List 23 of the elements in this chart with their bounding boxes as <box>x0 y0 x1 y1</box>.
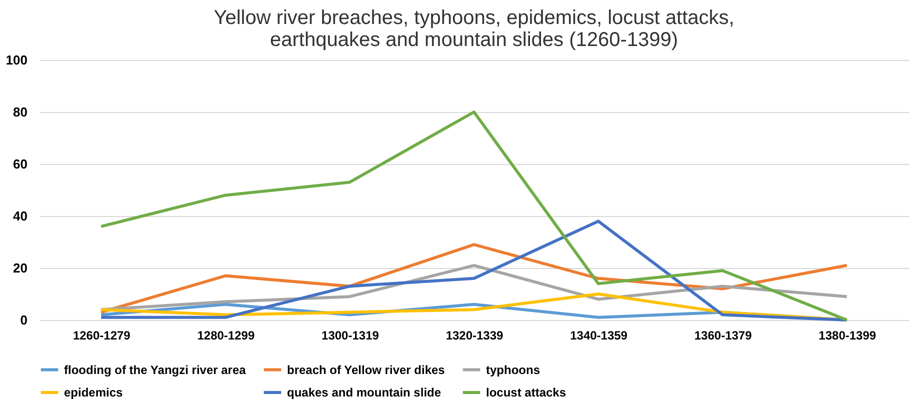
text: earthquakes and mountain slides (1260-1399) <box>270 29 678 51</box>
x-tick-label: 1360-1379 <box>694 328 752 342</box>
y-tick-label: 0 <box>20 312 28 328</box>
x-tick-label: 1300-1319 <box>322 328 380 342</box>
y-tick-label: 40 <box>13 208 28 224</box>
legend-label: breach of Yellow river dikes <box>287 362 446 377</box>
x-tick-label: 1320-1339 <box>446 328 504 342</box>
x-tick-label: 1380-1399 <box>818 328 876 342</box>
legend-label: flooding of the Yangzi river area <box>64 362 246 377</box>
line-series <box>100 220 848 322</box>
y-tick-label: 80 <box>13 104 28 120</box>
line-series <box>100 110 848 322</box>
x-tick-label: 1260-1279 <box>72 328 131 342</box>
x-tick-label: 1280-1299 <box>197 328 255 342</box>
y-tick-label: 60 <box>13 156 28 172</box>
legend-label: epidemics <box>64 386 124 400</box>
y-tick-label: 100 <box>6 52 28 68</box>
legend-label: locust attacks <box>486 386 566 400</box>
text: Yellow river breaches, typhoons, epidemics, locust attacks, <box>214 7 734 29</box>
legend-label: typhoons <box>486 362 540 377</box>
x-tick-label: 1340-1359 <box>570 328 628 342</box>
legend-label: quakes and mountain slide <box>287 386 442 400</box>
y-tick-label: 20 <box>13 260 28 276</box>
